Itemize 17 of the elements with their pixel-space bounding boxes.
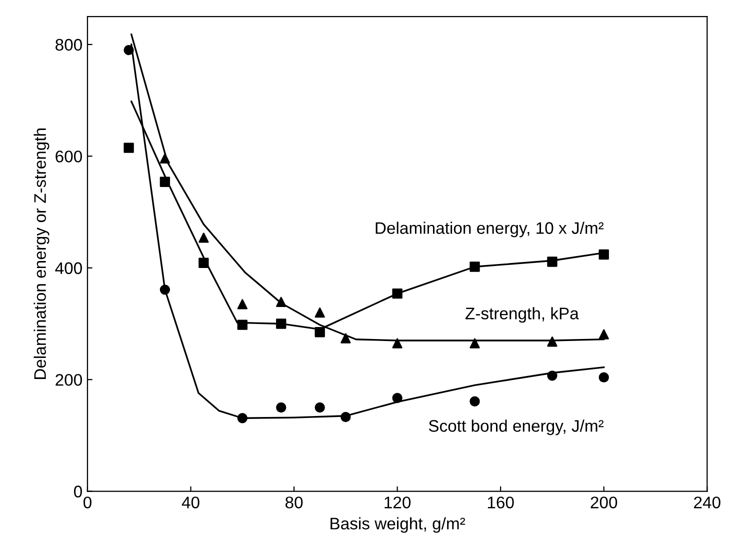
x-tick-label: 240 — [694, 496, 720, 508]
y-tick-label: 200 — [56, 374, 82, 386]
text: Scott bond energy, J/m² — [428, 420, 604, 436]
y-tick-label: 600 — [56, 150, 82, 162]
x-tick-label: 160 — [488, 496, 514, 508]
x-tick-label: 200 — [590, 496, 618, 508]
y-tick-label: 400 — [55, 262, 82, 274]
x-tick-label: 40 — [182, 496, 200, 508]
y-tick-label: 0 — [74, 486, 82, 498]
y-axis-title: Delamination energy or Z-strength — [34, 128, 50, 379]
x-tick-label: 120 — [384, 496, 411, 508]
x-tick-label: 0 — [83, 496, 92, 508]
series-label: Delamination energy, 10 x J/m² — [376, 222, 604, 238]
x-axis-title: Basis weight, g/m² — [330, 517, 466, 533]
series-label: Z-strength, kPa — [465, 307, 579, 323]
y-tick-label: 800 — [56, 38, 82, 51]
x-tick-label: 80 — [285, 496, 303, 508]
